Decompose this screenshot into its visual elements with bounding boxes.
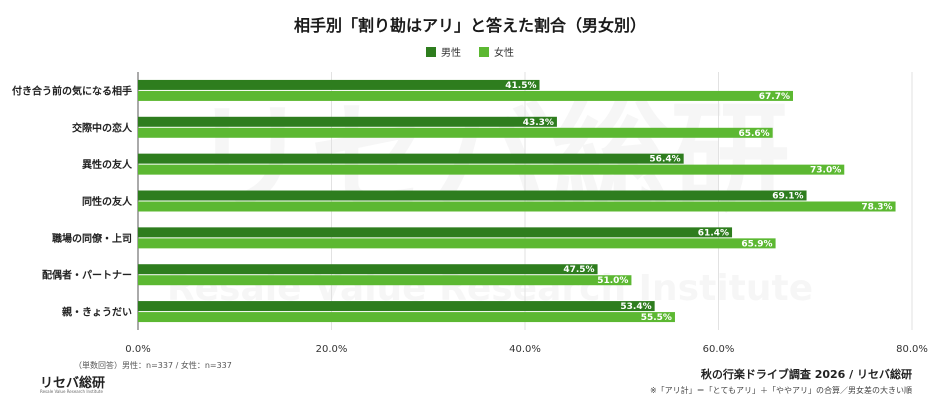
bar-chart: 0.0% 20.0% 40.0% 60.0% 80.0% 付き合う前の気になる相手 41.5… [12,72,928,355]
chart-title: 相手別「割り勘はアリ」と答えた割合（男女別） [293,16,646,35]
bar-female [138,201,896,212]
category-label: 付き合う前の気になる相手 [12,84,132,97]
x-tick-label: 80.0% [896,344,928,355]
data-label: 43.3% [523,118,554,128]
bar-female [138,127,773,138]
category-label: 配偶者・パートナー [42,269,132,282]
bar-female [138,164,845,175]
data-label: 61.4% [698,228,729,238]
data-label: 65.9% [741,239,772,249]
bar-male [138,116,557,127]
data-label: 56.4% [649,155,680,165]
footnote: ※「アリ計」＝「とてもアリ」＋「ややアリ」の合算／男女差の大きい順 [649,386,912,395]
data-label: 69.1% [772,192,803,202]
data-label: 67.7% [759,92,790,102]
footer-right: 秋の行楽ドライブ調査 2026 / リセバ総研 ※「アリ計」＝「とてもアリ」＋「… [650,366,912,396]
category-label: 職場の同僚・上司 [52,232,132,245]
legend-item-male: 男性 [426,44,461,59]
data-label: 41.5% [505,81,536,91]
category-label: 交際中の恋人 [72,121,133,134]
bar-male [138,153,684,164]
data-label: 47.5% [563,265,594,275]
bar-female [138,238,776,249]
bar-male [138,264,598,275]
legend-item-female: 女性 [479,44,514,59]
x-tick-label: 40.0% [509,344,541,355]
data-label: 78.3% [861,203,892,213]
bar-male [138,190,807,201]
sample-note: （単数回答）男性：n=337 / 女性：n=337 [74,361,232,370]
bar-female [138,312,675,323]
legend: 男性 女性 [0,44,940,59]
category-label: 異性の友人 [82,158,133,171]
data-label: 55.5% [641,313,672,323]
legend-swatch-female [479,46,489,57]
category-label: 親・きょうだい [62,306,132,319]
brand-subtitle: Resale Value Research Institute [40,389,103,394]
bar-male [138,79,540,90]
bar-male [138,301,655,312]
x-tick-label: 20.0% [316,344,348,355]
data-label: 53.4% [620,302,651,312]
x-tick-label: 60.0% [703,344,735,355]
data-label: 65.6% [738,129,769,139]
data-label: 73.0% [810,166,841,176]
data-label: 51.0% [597,276,628,286]
source-label: 秋の行楽ドライブ調査 2026 / リセバ総研 [700,368,912,381]
bar-female [138,90,793,101]
brand-logo: リセバ総研 [40,376,106,391]
legend-label-male: 男性 [441,48,461,59]
x-tick-label: 0.0% [125,344,150,355]
category-label: 同性の友人 [82,195,133,208]
bar-female [138,275,632,286]
legend-swatch-male [426,46,436,57]
bar-male [138,227,733,238]
legend-label-female: 女性 [494,48,514,59]
